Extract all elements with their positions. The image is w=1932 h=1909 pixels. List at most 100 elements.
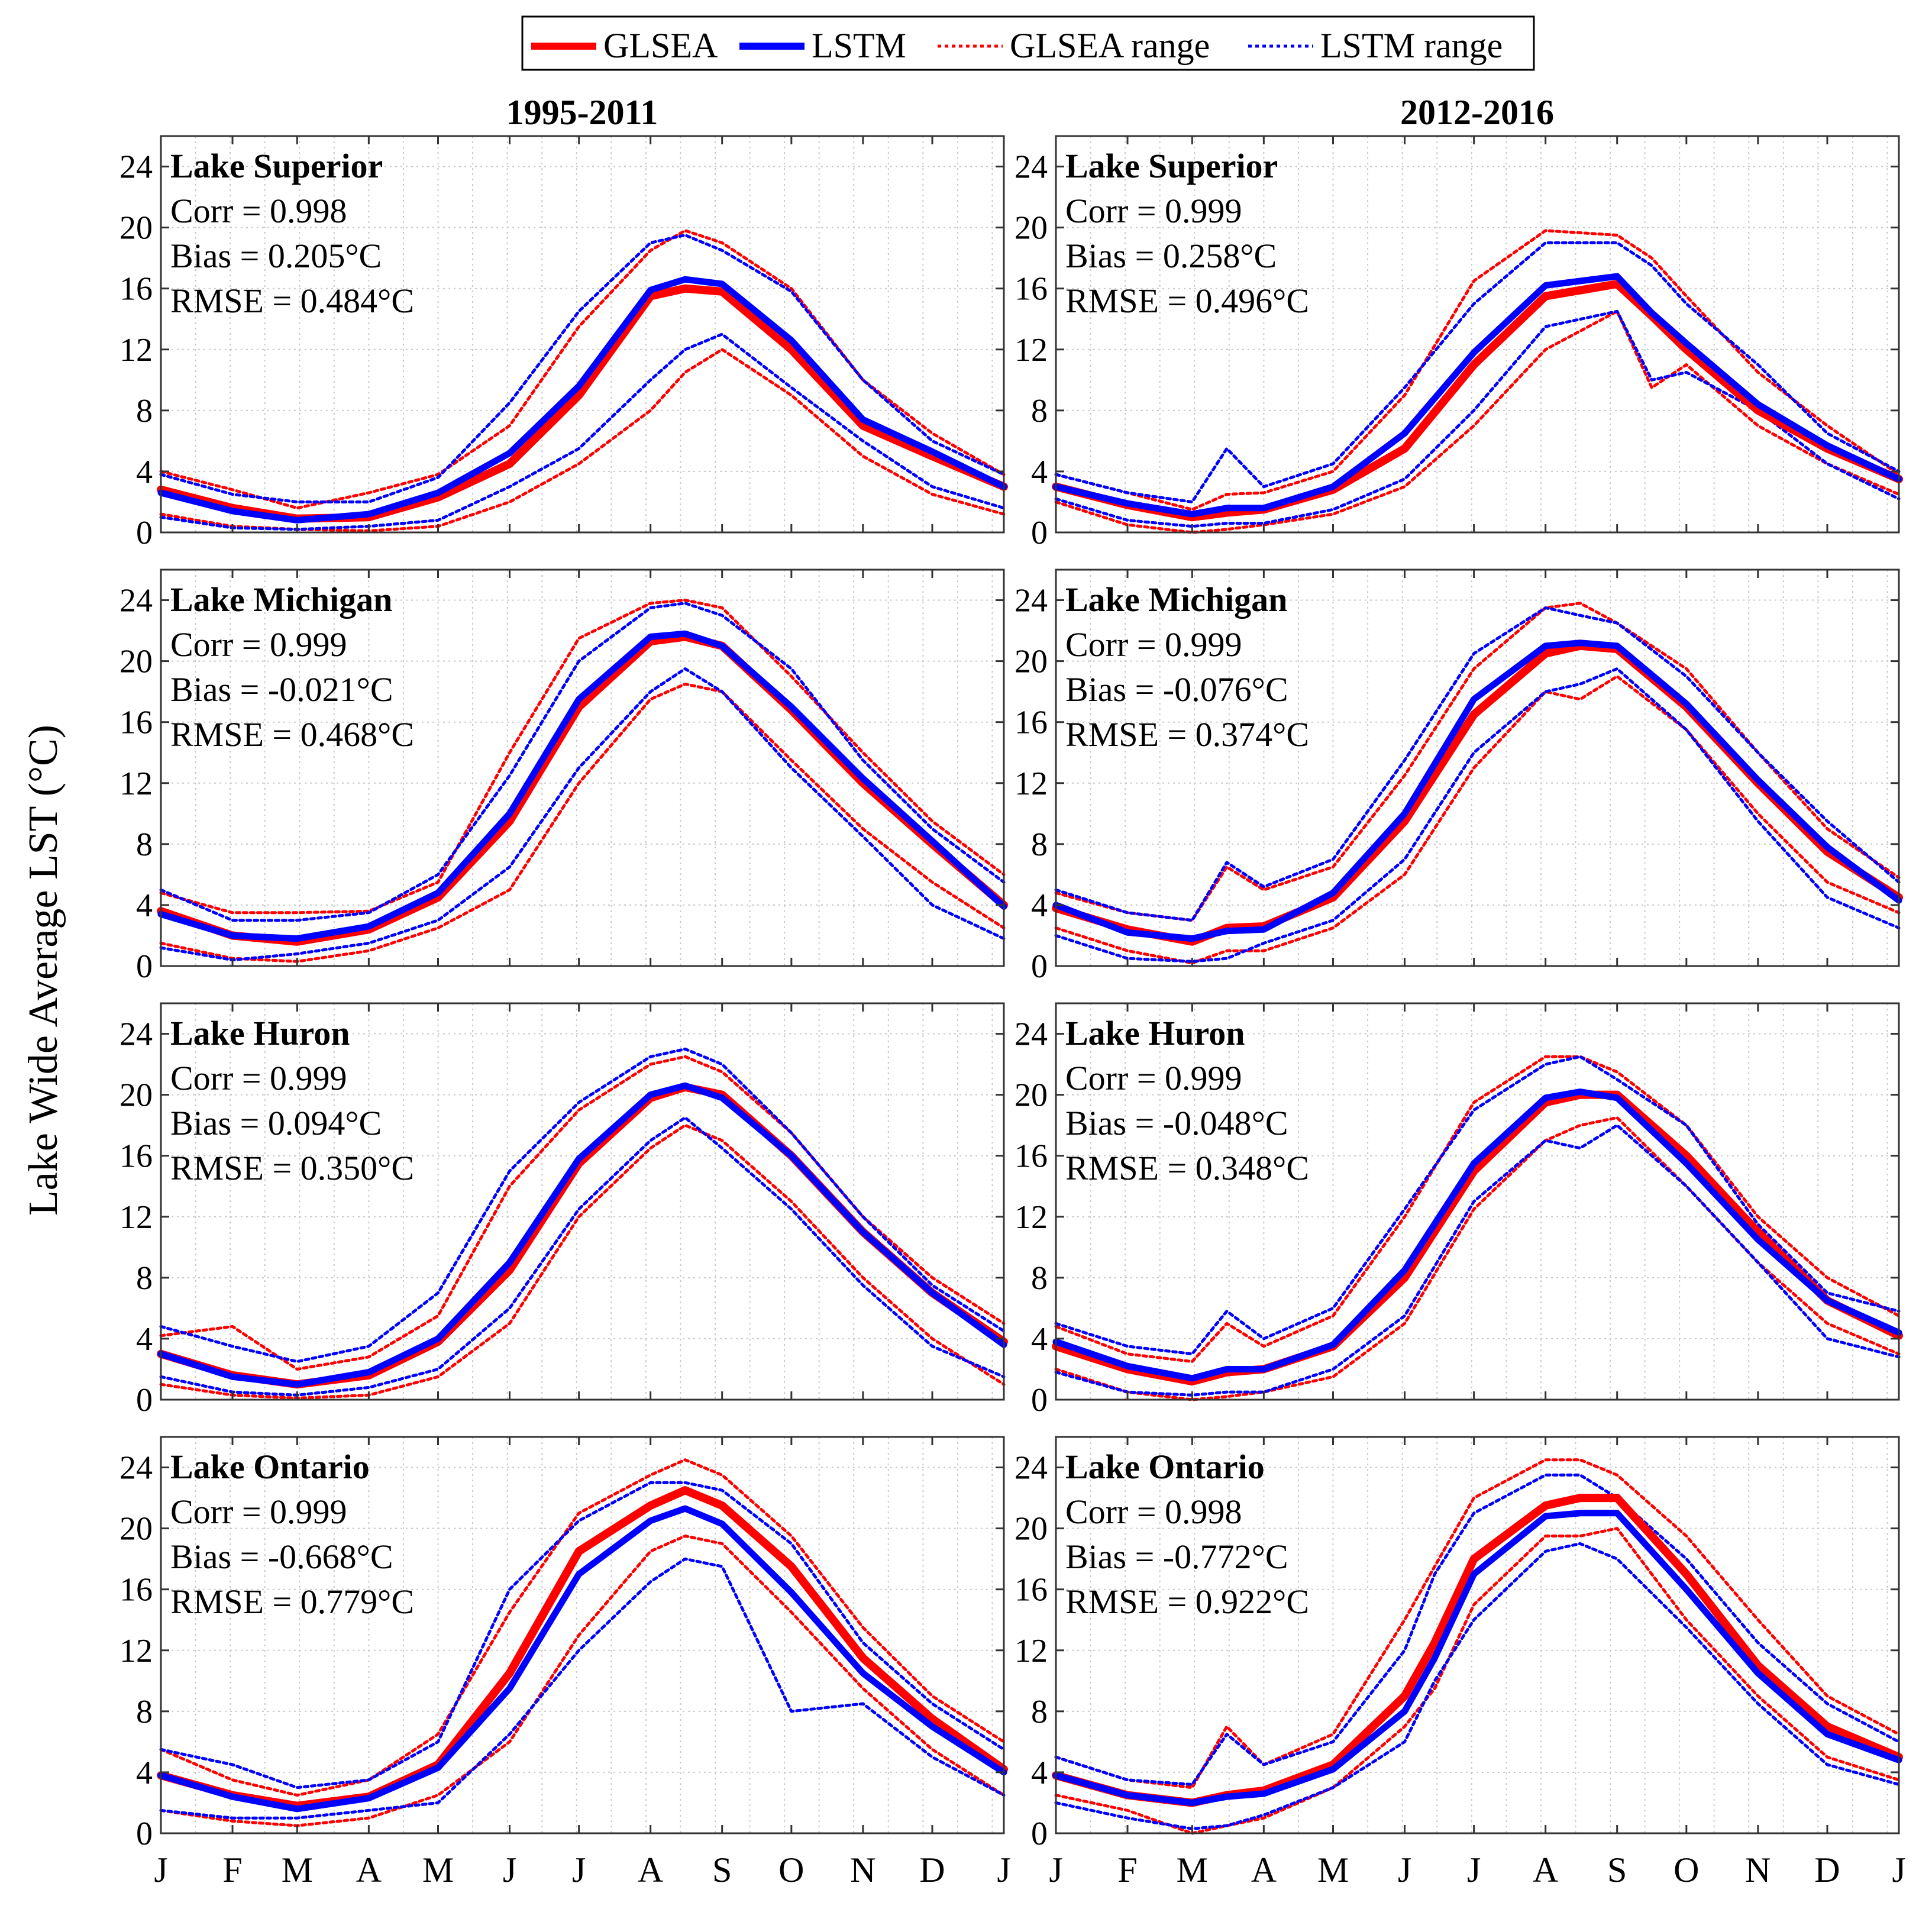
x-tick-label-month: A	[356, 1850, 382, 1889]
y-tick-label: 24	[119, 1450, 153, 1487]
panel-rmse: RMSE = 0.922°C	[1065, 1582, 1309, 1621]
y-tick-label: 20	[119, 1511, 153, 1548]
y-tick-label: 4	[1031, 454, 1048, 490]
panel-rmse: RMSE = 0.468°C	[170, 715, 414, 754]
x-tick-label-month: J	[572, 1850, 586, 1889]
panel-lake-name: Lake Huron	[170, 1014, 350, 1052]
y-tick-label: 0	[136, 948, 153, 985]
panel-lake-superior-2012-2016: 0 4 8 12 16 20 24 Lake Superior Corr = 0.999 Bias…	[1015, 135, 1903, 551]
panel-bias: Bias = -0.772°C	[1065, 1537, 1288, 1576]
x-tick-label-month: O	[1673, 1850, 1699, 1889]
panel-lake-name: Lake Michigan	[170, 580, 392, 619]
series-line-lstm	[157, 276, 1007, 524]
y-axis-label: Lake Wide Average LST (°C)	[21, 725, 66, 1216]
x-tick-label-month: J	[1467, 1850, 1481, 1889]
legend: GLSEA LSTM GLSEA range LSTM range	[521, 15, 1535, 71]
panel-bias: Bias = -0.021°C	[170, 670, 393, 709]
x-tick-label-month: A	[638, 1850, 663, 1889]
x-tick-label-month: J	[154, 1850, 167, 1889]
panel-corr: Corr = 0.998	[170, 192, 347, 230]
y-tick-label: 12	[119, 332, 153, 369]
y-tick-label: 12	[1015, 1199, 1048, 1236]
y-tick-label: 16	[119, 271, 153, 308]
y-tick-label: 16	[1015, 271, 1048, 308]
y-tick-label: 8	[1031, 1694, 1048, 1730]
y-tick-label: 4	[136, 454, 153, 490]
x-tick-label-month: J	[1049, 1850, 1062, 1889]
y-tick-label: 12	[1015, 332, 1048, 369]
panel-corr: Corr = 0.999	[1065, 192, 1242, 230]
series-line-glsea-range-max	[159, 1458, 1006, 1797]
axes-frame	[160, 1436, 1005, 1834]
panel-lake-name: Lake Huron	[1065, 1014, 1245, 1052]
y-tick-label: 0	[1031, 948, 1048, 985]
panel-lake-michigan-2012-2016: 0 4 8 12 16 20 24 Lake Michigan Corr = 0.999 Bias…	[1015, 568, 1903, 985]
y-tick-label: 20	[119, 644, 153, 680]
x-tick-label-month: N	[1745, 1850, 1771, 1889]
panel-lake-name: Lake Michigan	[1065, 580, 1287, 619]
x-tick-label-month: S	[712, 1850, 732, 1889]
axes-frame	[160, 568, 1005, 967]
series-line-lstm	[157, 1505, 1007, 1813]
x-tick-label-month: J	[503, 1850, 516, 1889]
axes-frame	[1055, 1002, 1900, 1401]
y-tick-label: 0	[1031, 1382, 1048, 1419]
y-tick-label: 4	[136, 1321, 153, 1358]
series-line-lstm-range-min	[159, 1557, 1006, 1820]
y-tick-label: 16	[1015, 705, 1048, 741]
y-tick-label: 4	[1031, 1755, 1048, 1791]
x-tick-label-month: M	[1177, 1850, 1208, 1889]
y-tick-label: 4	[136, 887, 153, 924]
series-line-glsea-range-min	[1054, 1527, 1901, 1835]
x-tick-label-month: F	[222, 1850, 242, 1889]
y-tick-label: 12	[119, 1199, 153, 1236]
y-tick-label: 12	[119, 1633, 153, 1669]
y-tick-label: 24	[1015, 1450, 1048, 1487]
y-tick-label: 0	[136, 1382, 153, 1419]
series-line-lstm	[1052, 639, 1902, 942]
series-line-glsea-range-max	[1054, 229, 1901, 511]
x-tick-label-month: J	[997, 1850, 1010, 1889]
panel-corr: Corr = 0.999	[170, 1493, 347, 1531]
series-line-glsea-range-min	[159, 682, 1006, 963]
axes-frame	[1055, 568, 1900, 967]
y-tick-label: 20	[119, 210, 153, 247]
series-line-lstm	[157, 1082, 1007, 1388]
y-tick-label: 24	[1015, 149, 1048, 186]
series-line-lstm	[1052, 273, 1902, 518]
panel-lake-huron-1995-2011: 0 4 8 12 16 20 24 Lake Huron Corr = 0.999 Bias = …	[119, 1002, 1008, 1419]
x-tick-label-month: O	[778, 1850, 804, 1889]
y-tick-label: 4	[136, 1755, 153, 1791]
y-tick-label: 20	[1015, 1511, 1048, 1548]
legend-label-glsea: GLSEA	[603, 26, 718, 65]
series-line-lstm	[1052, 1510, 1902, 1806]
y-tick-label: 20	[1015, 210, 1048, 247]
panel-lake-name: Lake Ontario	[1065, 1448, 1265, 1486]
y-tick-label: 24	[1015, 1016, 1048, 1053]
series-line-glsea-range-max	[1054, 602, 1901, 922]
series-line-lstm-range-min	[1054, 1542, 1901, 1830]
panel-lake-name: Lake Superior	[170, 147, 383, 185]
panel-corr: Corr = 0.998	[1065, 1493, 1242, 1531]
y-tick-label: 12	[1015, 1633, 1048, 1669]
panel-rmse: RMSE = 0.350°C	[170, 1149, 414, 1187]
series-line-lstm-range-max	[1054, 1473, 1901, 1786]
x-tick-label-month: M	[422, 1850, 454, 1889]
panel-lake-name: Lake Superior	[1065, 147, 1278, 185]
legend-label-glsea-range: GLSEA range	[1010, 26, 1210, 65]
plot-area	[161, 1003, 1004, 1400]
panel-bias: Bias = 0.205°C	[170, 237, 382, 275]
column-title-left: 1995-2011	[506, 93, 658, 132]
series-line-lstm-range-min	[159, 332, 1006, 531]
legend-label-lstm: LSTM	[812, 26, 906, 65]
x-tick-label-month: D	[919, 1850, 945, 1889]
series-line-lstm-range-max	[159, 1047, 1006, 1364]
axes-frame	[1055, 1436, 1900, 1834]
panel-lake-michigan-1995-2011: 0 4 8 12 16 20 24 Lake Michigan Corr = 0.999 Bias…	[119, 568, 1008, 985]
series-line-lstm-range-min	[1054, 1123, 1901, 1397]
panel-bias: Bias = -0.076°C	[1065, 670, 1288, 709]
y-tick-label: 12	[119, 765, 153, 802]
y-tick-label: 24	[119, 1016, 153, 1053]
plot-area	[1056, 1003, 1899, 1400]
